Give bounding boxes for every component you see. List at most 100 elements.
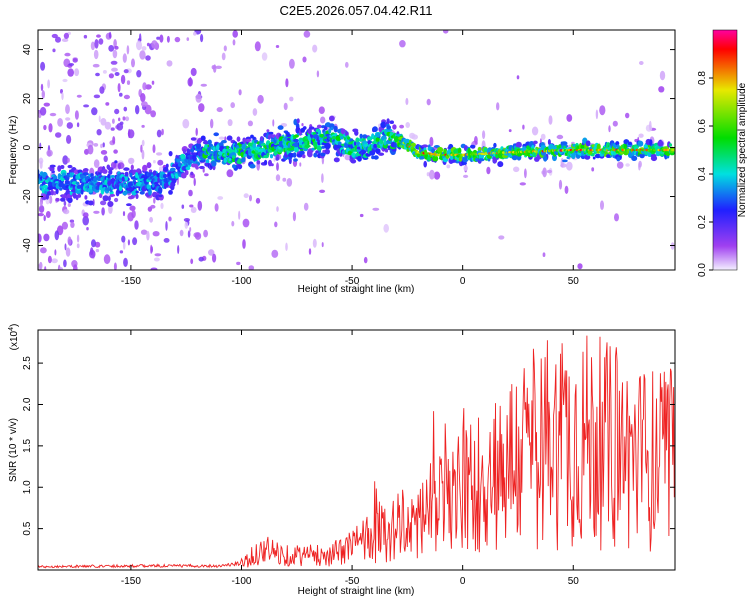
spectrogram-cell [269,154,274,159]
spectrogram-cell [221,52,226,61]
spectrogram-cell [546,169,553,174]
spectrogram-cell [110,161,117,169]
spectrogram-cell [313,152,318,158]
spectrogram-cell [117,83,121,93]
spectrogram-cell [43,194,47,198]
spectrogram-cell [211,160,217,167]
spectrogram-cell [60,165,65,169]
spectrogram-cell [54,249,57,256]
spectrogram-cell [66,157,70,163]
spectrogram-cell [141,124,145,128]
spectrogram-cell [146,184,151,190]
spectrogram-cell [153,197,156,204]
spectrogram-cell [168,190,173,195]
spectrogram-cell [92,63,100,68]
spectrogram-cell [562,159,568,163]
spectrogram-cell [156,36,161,40]
spectrogram-cell [89,249,96,259]
spectrogram-cell [112,49,118,59]
spectrogram-cell [123,257,128,267]
spectrogram-cell [375,137,380,142]
spectrogram-cell [433,171,441,180]
snr-y-tick-label: 1.5 [22,438,33,452]
spectrogram-cell [321,242,324,248]
spectrogram-cell [372,126,378,133]
spectrogram-cell [144,104,152,115]
spectrogram-cell [114,160,118,164]
spectrogram-cell [39,106,47,116]
colorbar-tick-label: 0.6 [697,119,708,133]
spectrogram-cell [197,200,203,211]
spectrogram-cell [419,156,425,160]
spectrogram-cell [69,219,75,223]
spectrogram-cell [532,151,537,158]
spectrogram-cell [116,123,124,131]
spec-y-tick-label: -20 [22,189,33,204]
spectrogram-cell [98,115,101,123]
spectrogram-cell [94,241,101,248]
spectrogram-cell [241,157,246,162]
spectrogram-cell [599,105,606,116]
spectrogram-y-axis: -40 -20 0 20 40 [22,44,675,253]
spectrogram-cell [320,116,326,124]
spectrogram-cell [58,267,63,270]
spectrogram-cell [612,120,618,127]
spectrogram-cell [357,155,362,162]
spectrogram-cell [195,127,198,136]
spectrogram-cell [98,38,104,45]
spectrogram-cell [93,177,97,183]
spectrogram-frame [37,29,676,271]
spectrogram-cell [242,239,246,249]
spectrogram-cell [140,229,148,235]
spectrogram-cell [151,40,158,49]
spectrogram-field [38,30,675,270]
spectrogram-cell [112,118,115,124]
spectrogram-cell [108,169,113,175]
spectrogram-cell [130,164,134,171]
spectrogram-cell [373,143,378,148]
spectrogram-cell [142,82,147,91]
spectrogram-cell [359,213,364,218]
spectrogram-cell [180,172,187,179]
spectrogram-cell [83,34,88,39]
spectrogram-cell [49,112,57,117]
spec-y-tick-label: 0 [22,144,33,150]
spectrogram-cell [293,158,298,162]
spectrogram-cell [152,144,156,154]
spectrogram-cell [196,139,202,145]
spectrogram-cell [592,156,596,160]
spectrogram-cell [150,267,158,270]
spectrogram-cell [519,182,526,186]
spectrogram-cell [168,216,172,222]
spectrogram-cell [95,72,100,77]
spectrogram-cell [304,144,311,148]
spectrogram-cell [124,171,129,178]
spectrogram-cell [232,155,236,159]
spectrogram-cell [192,157,197,162]
spectrogram-cell [93,159,100,169]
spectrogram-cell [275,45,280,48]
spectrogram-cell [112,136,116,144]
spectrogram-cell [168,151,173,157]
colorbar: 0.0 0.2 0.4 0.6 0.8 Normalized spectral ampl… [697,29,748,277]
spectrogram-cell [72,192,77,199]
spectrogram-cell [330,126,334,131]
spectrogram-cell [159,34,164,43]
spectrogram-cell [236,261,241,266]
spectrogram-cell [393,141,398,148]
spectrogram-cell [329,123,335,130]
spectrogram-cell [443,30,449,34]
spectrogram-cell [486,166,491,175]
spectrogram-cell [272,119,275,127]
spectrogram-cell [122,241,126,250]
spectrogram-cell [68,63,75,66]
spectrogram-cell [195,93,202,103]
spectrogram-cell [577,263,583,270]
spectrogram-cell [405,122,411,128]
spectrogram-cell [668,143,673,147]
spectrogram-cell [252,143,256,149]
spectrogram-cell [492,156,498,164]
spectrogram-cell [102,70,107,74]
spectrogram-cell [585,140,591,147]
spectrogram-cell [303,30,311,38]
